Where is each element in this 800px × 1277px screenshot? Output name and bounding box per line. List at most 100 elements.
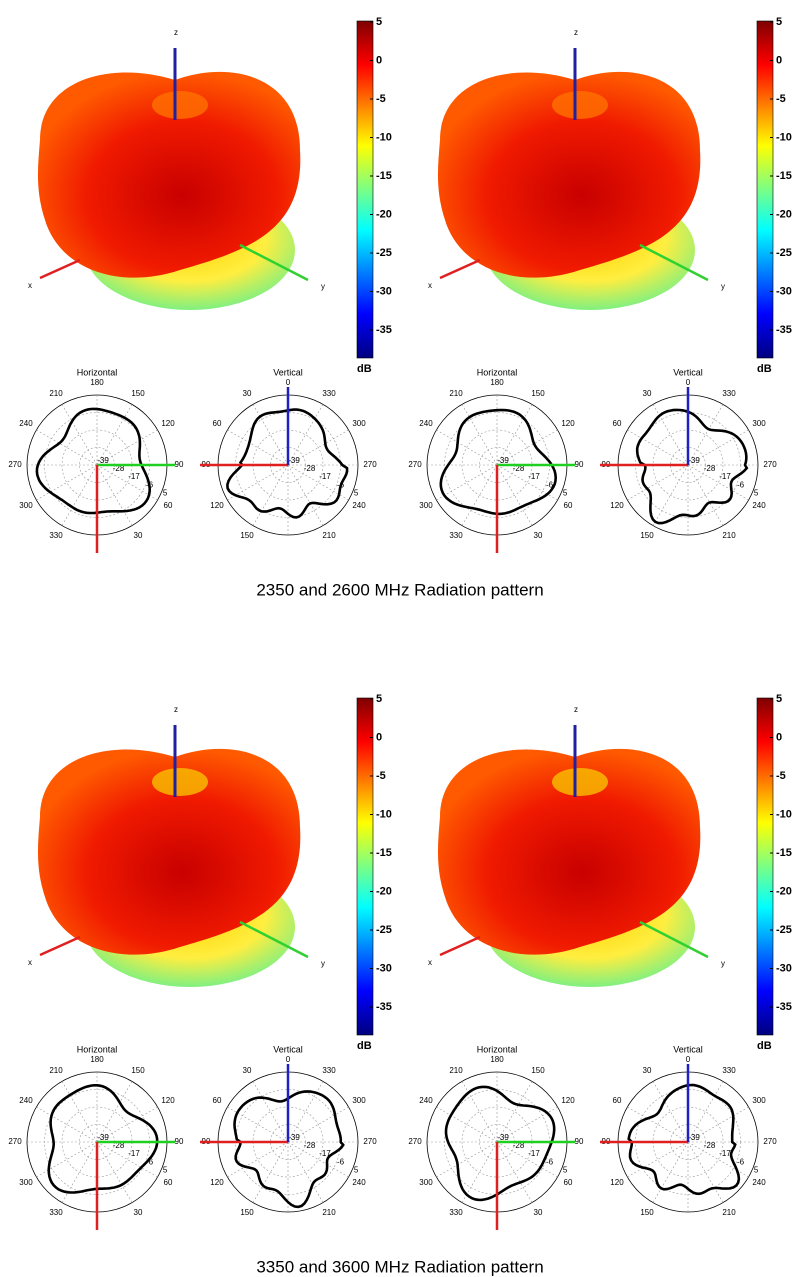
angle-label: 270 <box>408 1137 422 1146</box>
angle-label: 300 <box>19 501 33 510</box>
radius-label: -6 <box>546 1157 554 1166</box>
radius-label: -17 <box>128 472 140 481</box>
colorbar-unit: dB <box>357 363 372 375</box>
axis-label: z <box>174 28 178 37</box>
polar-spoke <box>36 1141 98 1178</box>
axis-label: x <box>28 958 32 967</box>
angle-label: 210 <box>722 531 736 540</box>
polar-spoke <box>627 1141 689 1178</box>
angle-label: 210 <box>722 1208 736 1217</box>
colorbar-label: -20 <box>376 885 392 897</box>
colorbar <box>356 697 374 1036</box>
angle-label: 270 <box>8 1137 22 1146</box>
colorbar-label: -15 <box>376 847 392 859</box>
colorbar-label: -35 <box>376 1001 392 1013</box>
angle-label: 180 <box>90 378 104 387</box>
radius-label: -39 <box>97 456 109 465</box>
colorbar-label: -35 <box>376 324 392 336</box>
polar-title: Horizontal <box>77 367 118 377</box>
angle-label: 240 <box>419 419 433 428</box>
polar-title: Vertical <box>273 1044 303 1054</box>
axis-label: x <box>28 281 32 290</box>
colorbar-unit: dB <box>757 1040 772 1052</box>
angle-label: 30 <box>643 389 652 398</box>
colorbar-label: 5 <box>776 693 782 705</box>
pattern-3d <box>37 748 301 955</box>
angle-label: 30 <box>534 1208 543 1217</box>
radius-label: -39 <box>497 456 509 465</box>
colorbar-label: 0 <box>776 731 782 743</box>
axis-label: y <box>321 282 325 291</box>
radius-label: -28 <box>704 464 716 473</box>
angle-label: 210 <box>322 1208 336 1217</box>
angle-label: 120 <box>161 419 175 428</box>
angle-label: 150 <box>640 531 654 540</box>
angle-label: 300 <box>19 1178 33 1187</box>
radius-label: -17 <box>528 472 540 481</box>
colorbar-label: -25 <box>376 247 392 259</box>
colorbar <box>756 697 774 1036</box>
radius-label: -6 <box>337 1157 345 1166</box>
axis-label: z <box>574 705 578 714</box>
radius-label: -39 <box>688 456 700 465</box>
angle-label: 30 <box>134 1208 143 1217</box>
figure-caption: 3350 and 3600 MHz Radiation pattern <box>256 1257 543 1276</box>
radius-label: 5 <box>354 488 359 497</box>
angle-label: 240 <box>419 1096 433 1105</box>
radius-label: -17 <box>128 1149 140 1158</box>
angle-label: 210 <box>449 1066 463 1075</box>
angle-label: 30 <box>643 1066 652 1075</box>
pattern-curve <box>627 1083 741 1196</box>
colorbar <box>356 20 374 359</box>
angle-label: 60 <box>564 1178 573 1187</box>
angle-label: 150 <box>640 1208 654 1217</box>
colorbar-label: -5 <box>376 770 386 782</box>
colorbar-label: -15 <box>376 170 392 182</box>
axis-label: y <box>721 959 725 968</box>
angle-label: 120 <box>210 1178 224 1187</box>
angle-label: 180 <box>90 1055 104 1064</box>
radius-label: 5 <box>563 1165 568 1174</box>
x-axis <box>439 258 481 280</box>
angle-label: 60 <box>164 1178 173 1187</box>
angle-label: 120 <box>610 501 624 510</box>
polar-spoke <box>252 1081 289 1143</box>
angle-label: 300 <box>752 1096 766 1105</box>
figure-caption: 2350 and 2600 MHz Radiation pattern <box>256 580 543 599</box>
x-axis <box>439 935 481 957</box>
pattern-3d <box>437 71 701 278</box>
angle-label: 210 <box>49 389 63 398</box>
polar-title: Vertical <box>673 367 703 377</box>
angle-label: 120 <box>610 1178 624 1187</box>
angle-label: 270 <box>363 460 377 469</box>
pattern-3d <box>437 748 701 955</box>
colorbar-label: 0 <box>376 731 382 743</box>
angle-label: 330 <box>49 1208 63 1217</box>
colorbar-label: -25 <box>376 924 392 936</box>
radius-label: -28 <box>304 1141 316 1150</box>
angle-label: 240 <box>752 501 766 510</box>
radius-label: 5 <box>563 488 568 497</box>
radius-label: -39 <box>97 1133 109 1142</box>
angle-label: 60 <box>164 501 173 510</box>
pattern-curve <box>226 408 349 519</box>
radius-label: -28 <box>304 464 316 473</box>
colorbar-label: -5 <box>776 93 786 105</box>
angle-label: 90 <box>175 1137 184 1146</box>
angle-label: 30 <box>243 1066 252 1075</box>
radius-label: -17 <box>528 1149 540 1158</box>
colorbar-label: -35 <box>776 324 792 336</box>
radius-label: -6 <box>146 1157 154 1166</box>
polar-spoke <box>461 1081 498 1143</box>
radius-label: -17 <box>319 1149 331 1158</box>
colorbar-label: 5 <box>376 16 382 28</box>
pattern-top <box>152 91 208 119</box>
colorbar-label: -10 <box>376 808 392 820</box>
colorbar-label: -30 <box>376 285 392 297</box>
angle-label: 300 <box>419 501 433 510</box>
colorbar-label: -25 <box>776 247 792 259</box>
colorbar-label: 0 <box>776 54 782 66</box>
radius-label: -39 <box>288 1133 300 1142</box>
radius-label: -6 <box>546 480 554 489</box>
